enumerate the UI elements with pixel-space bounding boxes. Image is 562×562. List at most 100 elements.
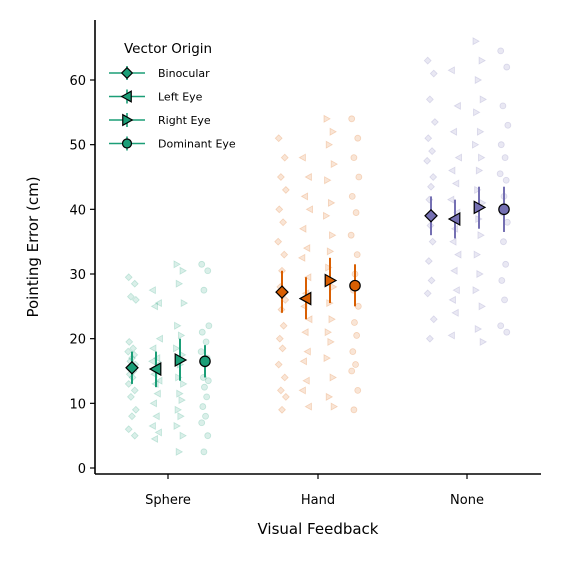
data-point bbox=[202, 338, 210, 346]
data-point bbox=[198, 419, 206, 427]
data-point bbox=[174, 405, 183, 414]
data-point bbox=[280, 250, 289, 259]
mean-marker-dominant-eye bbox=[199, 355, 211, 368]
data-point bbox=[498, 277, 506, 284]
data-point bbox=[124, 273, 133, 282]
data-point bbox=[176, 389, 184, 398]
y-tick-label: 10 bbox=[69, 397, 86, 412]
data-point bbox=[199, 403, 207, 410]
data-point bbox=[155, 376, 163, 385]
data-point bbox=[278, 344, 287, 353]
y-tick-label: 50 bbox=[69, 139, 86, 154]
legend-label: Binocular bbox=[158, 67, 210, 80]
mean-marker-dominant-eye bbox=[349, 279, 361, 292]
legend-entry-dominant-eye: Dominant Eye bbox=[109, 136, 236, 151]
data-point bbox=[352, 209, 360, 216]
data-point bbox=[478, 302, 486, 311]
data-point bbox=[173, 344, 181, 353]
data-point bbox=[499, 102, 507, 110]
data-point bbox=[130, 431, 139, 440]
mean-marker-right-eye bbox=[473, 200, 487, 215]
data-point bbox=[350, 406, 358, 414]
data-point bbox=[279, 321, 288, 330]
data-point bbox=[429, 315, 438, 324]
data-point bbox=[500, 238, 507, 246]
data-point bbox=[149, 399, 157, 408]
data-point bbox=[300, 192, 309, 201]
data-point bbox=[329, 231, 337, 240]
data-point bbox=[350, 154, 358, 162]
data-point bbox=[125, 337, 134, 346]
data-point bbox=[302, 376, 310, 385]
data-point bbox=[327, 337, 335, 346]
data-point bbox=[148, 421, 156, 431]
data-point bbox=[503, 218, 511, 226]
x-axis-title: Visual Feedback bbox=[258, 520, 379, 538]
data-point bbox=[425, 95, 434, 104]
data-point bbox=[299, 357, 307, 366]
data-point bbox=[448, 166, 456, 175]
data-point bbox=[425, 334, 434, 343]
data-point bbox=[275, 205, 284, 214]
data-point bbox=[427, 182, 435, 191]
data-point bbox=[478, 56, 486, 65]
data-point bbox=[150, 302, 159, 311]
data-point bbox=[179, 266, 187, 275]
data-point bbox=[352, 361, 359, 368]
data-point bbox=[354, 134, 362, 142]
legend-title: Vector Origin bbox=[124, 41, 212, 57]
data-point bbox=[297, 253, 306, 262]
data-point bbox=[324, 328, 333, 337]
data-point bbox=[473, 250, 482, 259]
data-point bbox=[348, 367, 356, 375]
y-tick-label: 0 bbox=[78, 462, 86, 477]
data-point bbox=[453, 101, 461, 110]
data-point bbox=[180, 299, 189, 308]
y-tick-label: 40 bbox=[69, 203, 86, 218]
data-point bbox=[474, 75, 483, 85]
data-point bbox=[424, 257, 433, 266]
data-point bbox=[154, 299, 162, 308]
data-point bbox=[129, 344, 138, 353]
data-point bbox=[501, 296, 508, 304]
data-point bbox=[504, 121, 512, 129]
data-point bbox=[477, 231, 485, 240]
data-point bbox=[454, 250, 462, 259]
data-point bbox=[124, 379, 133, 388]
data-point bbox=[430, 118, 439, 126]
data-point bbox=[173, 421, 181, 431]
mean-marker-left-eye bbox=[148, 362, 162, 377]
legend-label: Right Eye bbox=[158, 114, 211, 127]
data-point bbox=[472, 37, 480, 46]
data-point bbox=[475, 166, 484, 175]
data-point bbox=[204, 267, 212, 275]
y-tick-label: 20 bbox=[69, 333, 86, 348]
data-point bbox=[301, 328, 309, 337]
data-point bbox=[177, 412, 185, 421]
legend-entry-left-eye: Left Eye bbox=[109, 89, 203, 104]
data-point bbox=[354, 302, 362, 310]
data-point bbox=[497, 47, 505, 55]
data-point bbox=[449, 127, 458, 136]
mean-marker-binocular bbox=[125, 360, 139, 375]
data-point bbox=[281, 392, 290, 401]
data-point bbox=[175, 373, 183, 382]
data-point bbox=[325, 392, 334, 401]
data-point bbox=[479, 95, 488, 104]
legend-marker bbox=[121, 138, 133, 149]
data-point bbox=[203, 393, 211, 401]
legend-label: Dominant Eye bbox=[158, 138, 236, 151]
data-point bbox=[274, 134, 283, 143]
data-point bbox=[124, 425, 133, 434]
data-point bbox=[324, 176, 332, 185]
data-point bbox=[177, 331, 186, 340]
data-point bbox=[503, 328, 511, 336]
data-point bbox=[353, 332, 361, 339]
legend-marker bbox=[120, 66, 134, 80]
data-point bbox=[427, 276, 436, 285]
data-point bbox=[131, 405, 140, 414]
mean-marker-left-eye bbox=[298, 291, 312, 306]
data-point bbox=[474, 324, 483, 334]
data-point bbox=[355, 173, 363, 181]
